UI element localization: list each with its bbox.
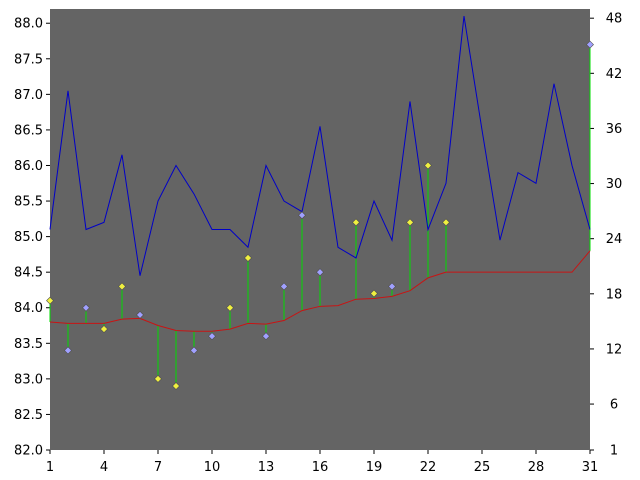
x-tick-label: 7 (154, 460, 162, 475)
x-tick-label: 28 (528, 460, 545, 475)
right-tick-label: 18 (606, 287, 623, 302)
left-tick-label: 84.5 (14, 266, 43, 281)
x-tick-label: 25 (474, 460, 491, 475)
lavender-diamond-marker (388, 282, 396, 291)
yellow-diamond-marker (100, 325, 108, 334)
right-tick-label: 6 (610, 398, 618, 413)
right-tick-label: 12 (606, 342, 623, 357)
yellow-diamond-marker (352, 218, 360, 227)
lavender-diamond-marker (298, 211, 306, 220)
right-tick-label: 36 (606, 122, 623, 137)
left-tick-label: 85.0 (14, 230, 43, 245)
left-tick-label: 83.5 (14, 337, 43, 352)
lavender-diamond-marker (586, 40, 594, 49)
yellow-diamond-marker (424, 161, 432, 170)
right-tick-label: 24 (606, 232, 623, 247)
x-tick-label: 10 (204, 460, 221, 475)
lavender-diamond-marker (262, 332, 270, 341)
blue-series-line (49, 16, 591, 276)
yellow-diamond-marker (118, 282, 126, 291)
left-tick-label: 82.0 (14, 444, 43, 459)
x-tick-label: 19 (366, 460, 383, 475)
plot-area (50, 9, 590, 450)
x-tick-label: 31 (582, 460, 599, 475)
left-tick-label: 88.0 (14, 17, 43, 32)
left-tick-label: 86.0 (14, 159, 43, 174)
left-tick-label: 87.0 (14, 88, 43, 103)
right-tick-label: 1 (610, 444, 618, 459)
yellow-diamond-marker (46, 296, 54, 305)
left-tick-label: 87.5 (14, 52, 43, 67)
right-tick-label: 48 (606, 12, 623, 27)
lavender-diamond-marker (280, 282, 288, 291)
x-tick-label: 1 (46, 460, 54, 475)
left-tick-label: 85.5 (14, 195, 43, 210)
yellow-diamond-marker (172, 382, 180, 390)
x-tick-label: 13 (258, 460, 275, 475)
lavender-diamond-marker (190, 346, 198, 355)
lavender-diamond-marker (316, 268, 324, 277)
diamond-markers (46, 40, 594, 390)
yellow-diamond-marker (370, 289, 378, 298)
right-tick-label: 30 (606, 177, 623, 192)
yellow-diamond-marker (226, 303, 234, 312)
yellow-diamond-marker (406, 218, 414, 227)
yellow-diamond-marker (154, 374, 162, 383)
left-tick-label: 83.0 (14, 372, 43, 387)
right-axis: 1 6 12 18 24 30 36 42 48 (590, 12, 622, 459)
x-axis: 1 4 7 10 13 16 19 22 25 28 31 (46, 450, 598, 475)
lavender-diamond-marker (136, 310, 144, 319)
lavender-diamond-marker (64, 346, 72, 355)
lavender-diamond-marker (208, 332, 216, 341)
yellow-diamond-marker (244, 254, 252, 262)
yellow-diamond-marker (442, 218, 450, 227)
left-tick-label: 82.5 (14, 408, 43, 423)
left-tick-label: 84.0 (14, 301, 43, 316)
x-tick-label: 4 (100, 460, 108, 475)
right-tick-label: 42 (606, 67, 623, 82)
x-tick-label: 22 (420, 460, 437, 475)
lavender-diamond-marker (82, 303, 90, 312)
x-tick-label: 16 (312, 460, 329, 475)
left-axis: 82.0 82.5 83.0 83.5 84.0 84.5 85.0 85.5 86.0 86.5… (14, 17, 50, 459)
left-tick-label: 86.5 (14, 123, 43, 138)
